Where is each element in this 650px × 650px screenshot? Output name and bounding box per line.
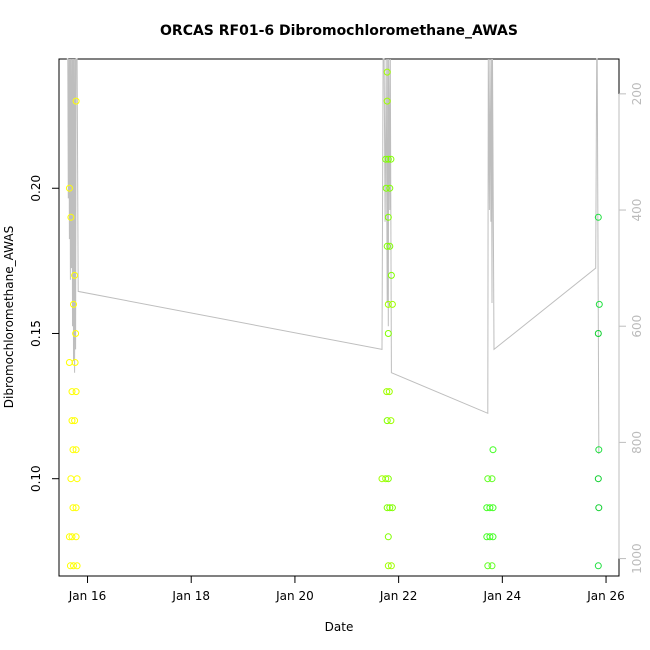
data-point [388,300,396,308]
data-point [386,242,394,250]
data-point [73,562,81,570]
pressure-line [66,58,600,454]
data-point [67,475,75,483]
right-axis: 200 400 600 800 1000 [618,82,644,574]
x-tick-label: Jan 24 [483,589,522,603]
x-tick-label: Jan 26 [586,589,625,603]
y-tick-label: 0.10 [29,465,43,492]
data-point [72,533,80,541]
data-point [68,533,76,541]
data-point [594,330,602,337]
data-point [383,504,391,512]
data-point [387,271,395,279]
data-point [594,213,602,221]
data-point [71,359,79,366]
data-point [65,359,73,366]
y-axis-label: Dibromochloromethane_AWAS [2,226,16,408]
data-point [384,562,392,570]
data-point [488,562,496,570]
data-point [384,330,392,337]
data-point [486,504,494,512]
data-point [65,184,73,192]
data-point [70,300,77,308]
data-point [594,562,602,570]
data-point [384,475,392,483]
x-axis-label: Date [325,620,354,634]
x-tick-label: Jan 16 [68,589,107,603]
data-point [67,213,75,221]
data-point [484,475,492,483]
data-point [387,417,395,425]
data-point [72,504,80,512]
data-point [72,97,80,105]
data-point [595,300,603,308]
data-point [595,504,603,512]
data-point [489,504,497,512]
data-point [488,475,496,483]
data-point [66,562,74,570]
data-point [72,446,80,454]
data-point [383,388,391,396]
x-tick-label: Jan 18 [171,589,210,603]
data-point [595,446,603,454]
data-point [594,475,602,483]
data-point [383,242,391,250]
data-point [486,533,494,541]
x-tick-label: Jan 20 [275,589,314,603]
pressure-track [66,58,600,454]
data-point [68,388,76,396]
data-point [383,97,391,105]
data-point [388,504,396,512]
x-tick-label: Jan 22 [379,589,418,603]
y-tick-label: 0.15 [29,320,43,347]
data-point [383,68,391,76]
data-point [383,417,391,425]
right-tick-label: 800 [630,431,644,454]
data-point [385,388,393,396]
data-point [69,504,77,512]
data-point [387,562,395,570]
data-point [382,184,390,192]
data-point [71,417,79,425]
right-tick-label: 600 [630,315,644,338]
right-tick-label: 1000 [630,543,644,574]
data-point [70,562,77,570]
right-tick-label: 400 [630,199,644,222]
data-point [69,446,77,454]
data-point [382,475,390,483]
data-point [72,388,80,396]
chart-title: ORCAS RF01-6 Dibromochloromethane_AWAS [160,23,518,39]
data-point [382,155,390,163]
data-point [489,533,497,541]
data-point [384,213,392,221]
data-point [386,184,394,192]
data-point [72,330,80,337]
y-tick-label: 0.20 [29,175,43,202]
data-point [71,271,79,279]
data-point [65,533,73,541]
data-point [68,417,76,425]
data-point [73,475,81,483]
data-point [386,504,394,512]
data-point [384,155,392,163]
data-point [384,533,392,541]
plot-frame [58,58,620,577]
y-axis: 0.10 0.15 0.20 [29,175,59,492]
data-point [384,300,392,308]
x-axis: Jan 16 Jan 18 Jan 20 Jan 22 Jan 24 Jan 26 [68,576,625,603]
data-point [387,155,395,163]
data-points [65,68,603,570]
right-tick-label: 200 [630,82,644,105]
data-point [489,446,497,454]
data-point [484,562,492,570]
